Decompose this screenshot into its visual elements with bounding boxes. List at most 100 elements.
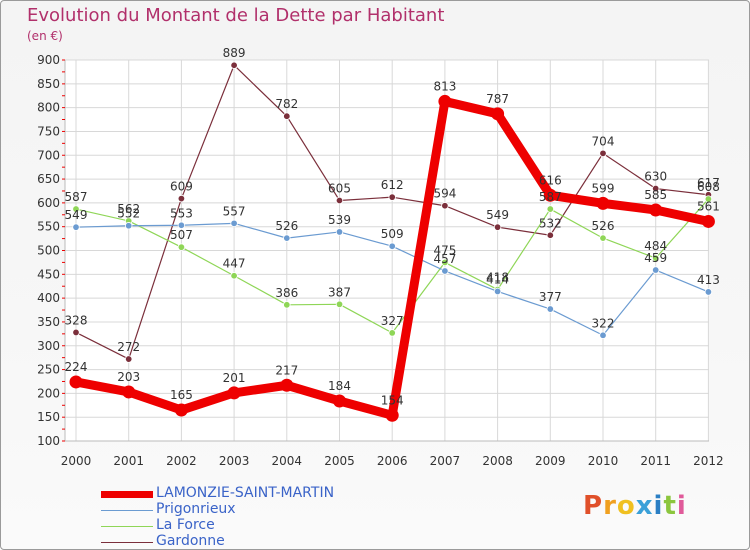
data-point [177,243,186,251]
data-label: 889 [223,46,246,60]
x-tick-label: 2001 [113,454,144,468]
data-label: 787 [486,92,509,106]
data-label: 599 [592,181,615,195]
data-label: 327 [381,314,404,328]
data-label: 475 [433,243,456,257]
data-label: 413 [697,273,720,287]
logo-letter: t [663,491,677,521]
y-tick-label: 850 [37,77,60,91]
data-point [177,221,186,229]
legend-label: Gardonne [156,533,225,549]
data-label: 549 [486,208,509,222]
x-tick-label: 2010 [588,454,619,468]
data-label: 217 [275,363,298,377]
data-point [701,214,715,228]
legend-swatch [101,526,153,527]
data-label: 609 [170,180,193,194]
data-label: 414 [486,272,509,286]
data-label: 617 [697,176,720,190]
data-label: 616 [539,173,562,187]
data-point [438,94,452,108]
data-point [333,394,346,408]
data-label: 203 [117,370,140,384]
unit-label: (en €) [27,29,63,43]
data-label: 322 [592,316,615,330]
legend-label: Prigonrieux [156,501,236,517]
y-tick-label: 100 [37,434,60,448]
data-point [72,223,80,231]
data-label: 447 [223,257,246,271]
y-tick-label: 800 [37,101,60,115]
y-tick-label: 750 [37,124,60,138]
data-point [599,234,607,242]
data-point [596,196,610,210]
y-tick-label: 900 [37,53,60,67]
data-point [335,228,344,236]
data-label: 539 [328,213,351,227]
data-point [493,287,502,296]
data-label: 507 [170,228,193,242]
y-tick-label: 650 [37,172,60,186]
data-point [122,385,136,399]
data-label: 457 [433,252,456,266]
x-tick-label: 2006 [377,454,408,468]
data-point [388,193,396,201]
chart-title: Evolution du Montant de la Dette par Hab… [27,5,445,26]
data-point [283,301,291,309]
data-point [652,254,660,262]
y-tick-label: 200 [37,386,60,400]
data-label: 387 [328,285,351,299]
data-point [649,203,663,217]
data-label: 484 [644,239,667,253]
data-point [124,222,133,230]
data-label: 562 [117,202,140,216]
y-tick-label: 400 [37,291,60,305]
data-point [72,328,80,337]
legend-swatch [101,510,153,511]
data-label: 608 [697,180,720,194]
data-label: 612 [381,178,404,192]
legend-swatch [101,542,153,543]
data-point [704,195,713,203]
y-tick-label: 150 [37,410,60,424]
data-label: 418 [486,271,509,285]
data-point [69,375,83,389]
axes: 100 150 200 250 300 350 400 450 500 550 600 650 700 7… [37,53,724,468]
y-tick-label: 350 [37,315,60,329]
proxiti-logo: Proxiti [583,491,687,521]
data-point [230,219,238,228]
data-label: 782 [275,97,298,111]
y-tick-label: 700 [37,148,60,162]
legend-label: LAMONZIE-SAINT-MARTIN [156,485,335,501]
logo-letter: i [653,491,664,521]
data-label: 459 [644,251,667,265]
data-point [704,288,713,296]
data-point [283,112,291,120]
x-tick-label: 2000 [61,454,92,468]
y-tick-label: 250 [37,363,60,377]
logo-letter: o [616,491,636,521]
y-tick-label: 550 [37,220,60,234]
x-tick-label: 2005 [324,454,355,468]
x-tick-label: 2003 [219,454,250,468]
data-point [599,331,607,339]
data-point [280,378,294,392]
y-tick-label: 500 [37,244,60,258]
data-label: 386 [275,286,298,300]
data-label: 552 [117,207,140,221]
data-point [652,184,660,193]
data-point [124,355,133,363]
data-label: 549 [65,208,88,222]
data-label: 224 [65,360,88,374]
legend-swatch [101,491,153,498]
x-tick-label: 2011 [640,454,671,468]
data-point [335,196,344,205]
data-label: 553 [170,206,193,220]
data-point [227,386,241,400]
data-point [546,305,554,313]
data-point [441,267,449,275]
data-label: 561 [697,199,720,213]
data-point [441,258,449,267]
